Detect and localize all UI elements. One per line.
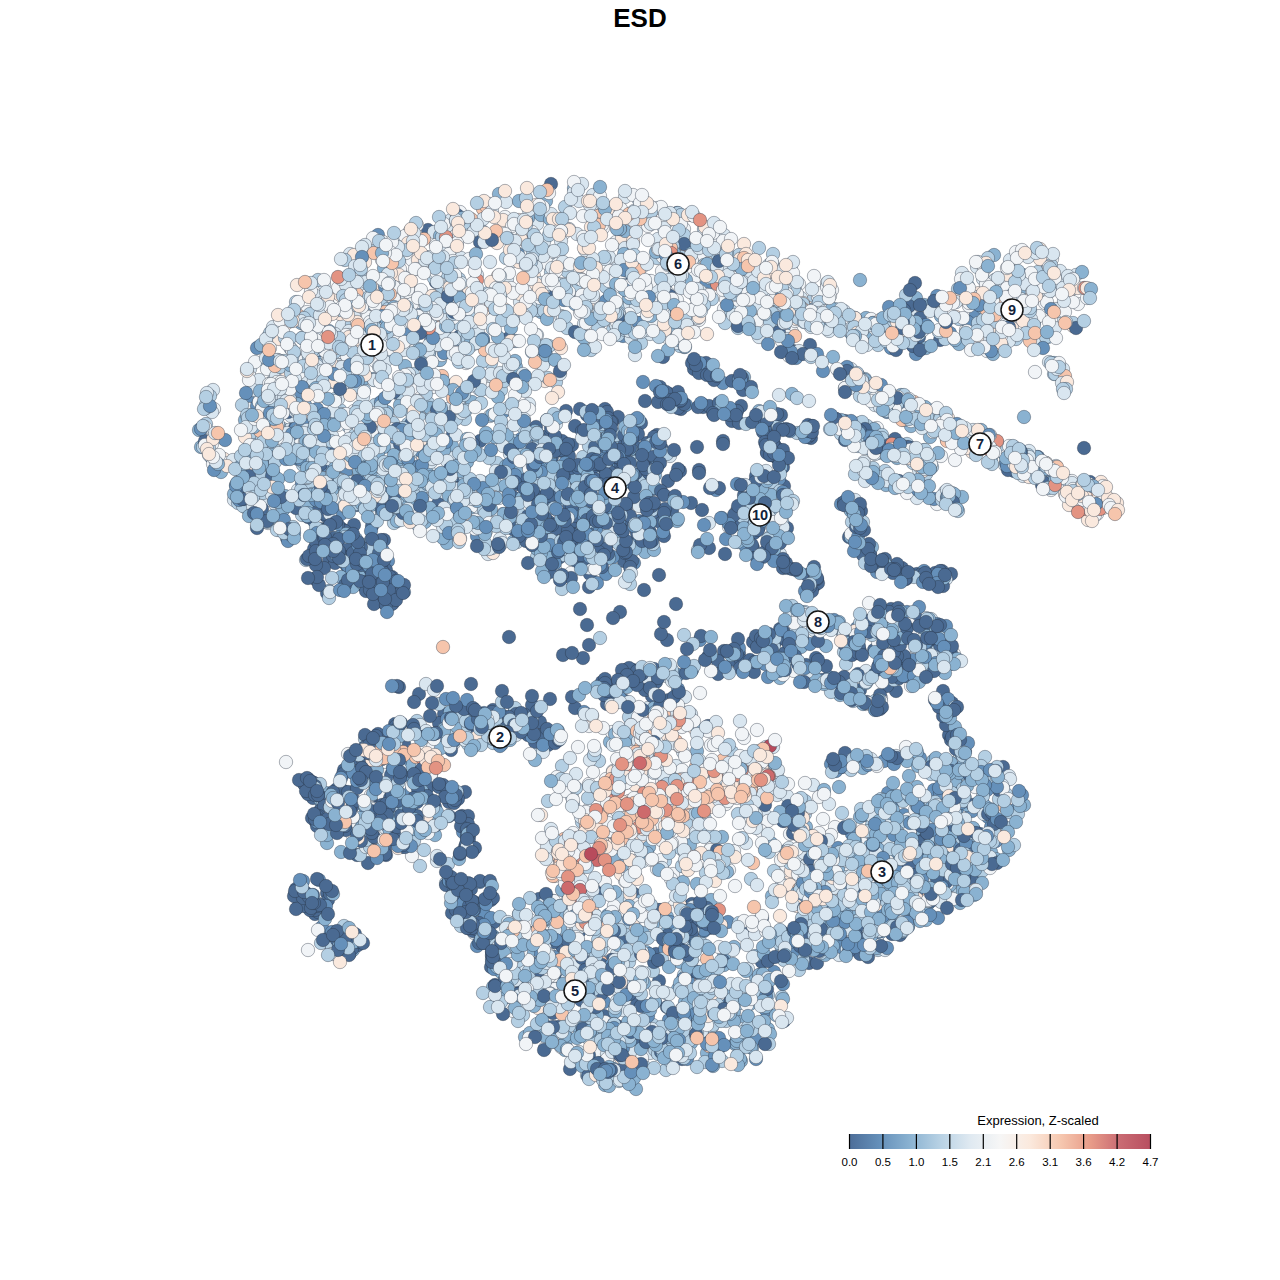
svg-text:0.5: 0.5 — [875, 1156, 891, 1168]
svg-text:4: 4 — [611, 480, 619, 496]
svg-text:0.0: 0.0 — [842, 1156, 858, 1168]
svg-text:7: 7 — [976, 436, 984, 452]
svg-text:1: 1 — [368, 337, 376, 353]
svg-text:1.5: 1.5 — [942, 1156, 958, 1168]
svg-text:2.1: 2.1 — [975, 1156, 991, 1168]
svg-text:6: 6 — [674, 256, 682, 272]
svg-text:3.6: 3.6 — [1076, 1156, 1092, 1168]
svg-text:2.6: 2.6 — [1009, 1156, 1025, 1168]
svg-text:3.1: 3.1 — [1042, 1156, 1058, 1168]
svg-text:4.2: 4.2 — [1109, 1156, 1125, 1168]
svg-text:4.7: 4.7 — [1143, 1156, 1159, 1168]
svg-text:10: 10 — [752, 507, 768, 523]
svg-text:Expression, Z-scaled: Expression, Z-scaled — [977, 1113, 1098, 1128]
svg-text:2: 2 — [496, 729, 504, 745]
svg-text:3: 3 — [878, 864, 886, 880]
svg-text:5: 5 — [571, 983, 579, 999]
svg-text:8: 8 — [814, 614, 822, 630]
svg-text:ESD: ESD — [613, 3, 666, 33]
svg-text:1.0: 1.0 — [908, 1156, 924, 1168]
svg-text:9: 9 — [1008, 302, 1016, 318]
